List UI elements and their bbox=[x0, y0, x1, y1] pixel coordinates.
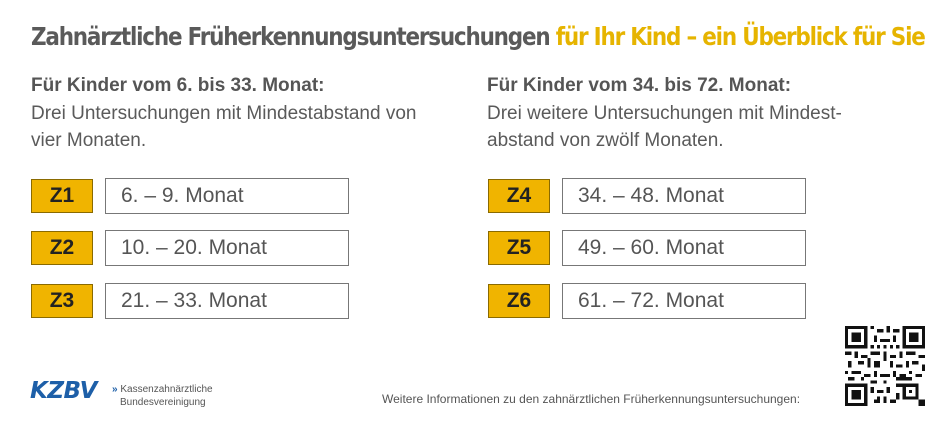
exam-age-range: 34. – 48. Monat bbox=[562, 178, 806, 214]
kzbv-subtitle-line1: Kassenzahnärztliche bbox=[120, 384, 213, 395]
exam-code-badge: Z5 bbox=[488, 231, 550, 265]
kzbv-wordmark: KZBV bbox=[30, 378, 97, 404]
chevron-right-icon: » bbox=[112, 384, 118, 395]
exam-code-badge: Z1 bbox=[31, 179, 93, 213]
exam-age-range: 6. – 9. Monat bbox=[105, 178, 349, 214]
exam-code-badge: Z6 bbox=[488, 284, 550, 318]
right-section: Für Kinder vom 34. bis 72. Monat: Drei w… bbox=[487, 74, 897, 154]
exam-code-badge: Z2 bbox=[31, 231, 93, 265]
exam-code-badge: Z3 bbox=[31, 284, 93, 318]
right-section-description: Drei weitere Untersuchungen mit Mindest-… bbox=[487, 103, 842, 151]
kzbv-subtitle: » Kassenzahnärztliche Bundesvereinigung bbox=[112, 383, 213, 409]
kzbv-subtitle-line2: Bundesvereinigung bbox=[120, 397, 206, 408]
exam-age-range: 21. – 33. Monat bbox=[105, 283, 349, 319]
title-highlight: für Ihr Kind – ein Überblick für Sie bbox=[555, 22, 926, 51]
footer-info-text: Weitere Informationen zu den zahnärztlic… bbox=[382, 392, 801, 406]
left-section-description: Drei Untersuchungen mit Mindestabstand v… bbox=[31, 103, 417, 151]
page-title: Zahnärztliche Früherkennungsuntersuchung… bbox=[31, 22, 926, 51]
exam-age-range: 61. – 72. Monat bbox=[562, 283, 806, 319]
title-main: Zahnärztliche Früherkennungsuntersuchung… bbox=[31, 22, 551, 51]
left-section-heading: Für Kinder vom 6. bis 33. Monat: bbox=[31, 75, 325, 96]
exam-age-range: 49. – 60. Monat bbox=[562, 230, 806, 266]
qr-code-icon[interactable] bbox=[845, 326, 925, 406]
right-section-heading: Für Kinder vom 34. bis 72. Monat: bbox=[487, 75, 792, 96]
left-section: Für Kinder vom 6. bis 33. Monat: Drei Un… bbox=[31, 74, 441, 154]
exam-code-badge: Z4 bbox=[488, 179, 550, 213]
exam-age-range: 10. – 20. Monat bbox=[105, 230, 349, 266]
